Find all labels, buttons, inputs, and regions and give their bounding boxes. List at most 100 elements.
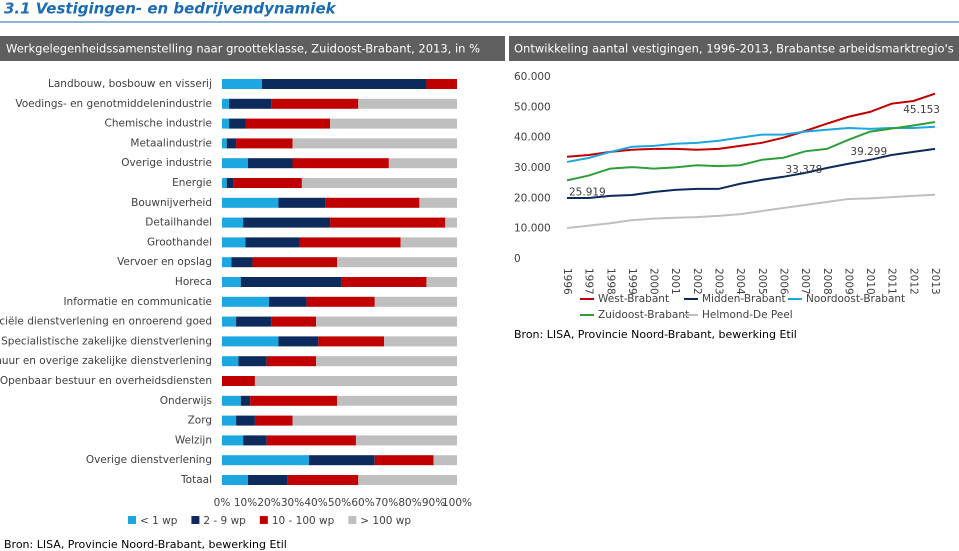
bar-segment xyxy=(292,415,457,426)
left-title: Werkgelegenheidssamenstelling naar groot… xyxy=(6,42,480,56)
x-tick-label: 2012 xyxy=(907,268,919,295)
bar-segment xyxy=(226,178,234,188)
y-tick-label: Zorg xyxy=(188,415,212,427)
bar-segment xyxy=(222,356,239,367)
x-tick-label: 70% xyxy=(375,497,398,509)
x-tick-label: 2004 xyxy=(734,268,746,295)
bar-segment xyxy=(240,395,251,406)
bar-segment xyxy=(426,79,457,89)
bar-segment xyxy=(330,118,457,129)
bar-segment xyxy=(252,257,338,268)
y-tick-label: Specialistische zakelijke dienstverlenin… xyxy=(1,335,212,347)
bar-segment xyxy=(287,475,359,485)
bar-segment xyxy=(226,138,237,149)
bar-segment xyxy=(318,336,385,347)
line-series xyxy=(566,121,936,182)
bar-segment xyxy=(292,138,457,149)
bar-segment xyxy=(222,178,227,188)
bar-segment xyxy=(266,356,316,367)
y-tick-label: 50.000 xyxy=(514,101,551,113)
y-tick-label: Overige industrie xyxy=(121,157,212,169)
bar-segment xyxy=(245,237,300,248)
right-source: Bron: LISA, Provincie Noord-Brabant, bew… xyxy=(514,328,797,341)
bar-segment xyxy=(269,296,307,307)
x-tick-label: 0% xyxy=(214,497,231,509)
y-tick-label: Totaal xyxy=(180,474,212,486)
legend-label: Helmond-De Peel xyxy=(702,309,793,321)
bar-segment xyxy=(222,475,248,485)
y-tick-label: Groothandel xyxy=(147,236,212,248)
x-tick-label: 2002 xyxy=(691,268,703,295)
x-tick-label: 2005 xyxy=(756,268,768,295)
left-source: Bron: LISA, Provincie Noord-Brabant, bew… xyxy=(4,538,287,551)
x-tick-label: 1996 xyxy=(561,268,573,295)
bar-segment xyxy=(426,277,457,287)
x-tick-label: 60% xyxy=(351,497,374,509)
line-series xyxy=(566,125,936,163)
bar-segment xyxy=(222,395,241,406)
bar-segment xyxy=(278,336,319,347)
legend-label: > 100 wp xyxy=(360,515,411,527)
bar-segment xyxy=(245,118,331,129)
page-title: 3.1 Vestigingen- en bedrijvendynamiek xyxy=(4,0,337,18)
bar-segment xyxy=(271,98,359,109)
bar-segment xyxy=(445,217,457,228)
bar-segment xyxy=(222,217,244,228)
y-tick-label: Verhuur en overige zakelijke dienstverle… xyxy=(0,355,212,367)
bar-segment xyxy=(374,455,434,466)
y-tick-label: Bouwnijverheid xyxy=(131,197,212,209)
bar-segment xyxy=(358,475,457,485)
bar-segment xyxy=(236,316,272,327)
y-tick-label: Welzijn xyxy=(175,434,212,446)
y-tick-label: Landbouw, bosbouw en visserij xyxy=(48,78,212,90)
bar-segment xyxy=(388,158,457,169)
bar-segment xyxy=(316,316,457,327)
x-tick-label: 2007 xyxy=(799,268,811,295)
bar-segment xyxy=(229,118,246,129)
bar-segment xyxy=(236,138,293,149)
x-tick-label: 2001 xyxy=(669,268,681,295)
y-tick-label: Energie xyxy=(172,177,212,189)
y-tick-label: Detailhandel xyxy=(145,217,212,229)
data-label: 33.378 xyxy=(785,164,822,176)
bar-segment xyxy=(222,257,232,268)
y-tick-label: Financiële dienstverlening en onroerend … xyxy=(0,316,212,328)
bar-segment xyxy=(243,217,331,228)
x-tick-label: 10% xyxy=(234,497,257,509)
bar-segment xyxy=(222,376,255,386)
bar-segment xyxy=(222,138,227,149)
line-series xyxy=(566,92,936,158)
right-title: Ontwikkeling aantal vestigingen, 1996-20… xyxy=(514,42,954,56)
y-tick-label: 40.000 xyxy=(514,132,551,144)
y-tick-label: Voedings- en genotmiddelenindustrie xyxy=(15,98,212,110)
y-tick-label: Overige dienstverlening xyxy=(86,454,212,466)
bar-segment xyxy=(222,118,230,129)
x-tick-label: 50% xyxy=(328,497,351,509)
legend-label: 2 - 9 wp xyxy=(203,515,246,527)
data-label: 39.299 xyxy=(850,146,887,158)
x-tick-label: 100% xyxy=(442,497,472,509)
bar-segment xyxy=(222,277,241,287)
x-tick-label: 2010 xyxy=(864,268,876,295)
y-tick-label: Metaalindustrie xyxy=(130,137,212,149)
data-label: 25.919 xyxy=(569,186,606,198)
y-tick-label: Openbaar bestuur en overheidsdiensten xyxy=(0,375,212,387)
bar-segment xyxy=(306,296,375,307)
bar-segment xyxy=(384,336,457,347)
y-tick-label: Horeca xyxy=(175,276,212,288)
x-tick-label: 1998 xyxy=(604,268,616,295)
bar-segment xyxy=(222,455,309,466)
y-tick-label: 10.000 xyxy=(514,223,551,235)
x-tick-label: 40% xyxy=(304,497,327,509)
legend-label: 10 - 100 wp xyxy=(272,515,335,527)
y-tick-label: 30.000 xyxy=(514,162,551,174)
y-tick-label: 0 xyxy=(514,253,521,265)
y-tick-label: Chemische industrie xyxy=(105,118,212,130)
bar-segment xyxy=(222,296,269,307)
y-tick-label: Informatie en communicatie xyxy=(63,296,212,308)
bar-segment xyxy=(247,475,288,485)
bar-segment xyxy=(316,356,457,367)
bar-segment xyxy=(433,455,457,466)
bar-segment xyxy=(238,356,267,367)
y-tick-label: 20.000 xyxy=(514,192,551,204)
